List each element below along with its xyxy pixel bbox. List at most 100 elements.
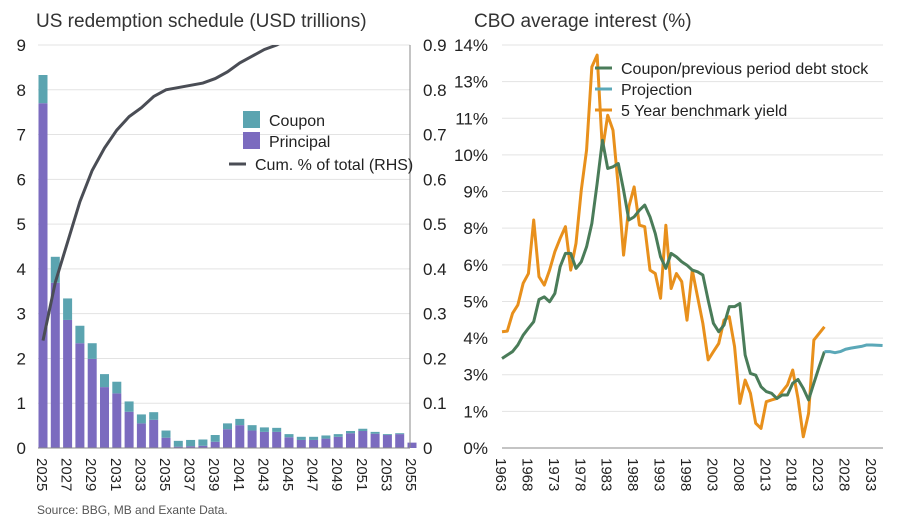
y2-tick-label: 0.5 [423,215,447,234]
y2-tick-label: 0 [423,439,432,458]
x-tick-label: 2053 [377,458,394,491]
x-tick-label: 2025 [33,458,50,491]
x-tick-label: 2008 [730,458,747,491]
x-tick-label: 2023 [809,458,826,491]
bar-coupon [63,298,73,320]
series-line-0 [501,138,826,402]
bar-coupon [198,439,208,446]
x-tick-label: 2037 [181,458,198,491]
bar-principal [370,433,380,448]
y-tick-label: 8 [17,81,26,100]
bar-principal [407,442,417,448]
x-tick-label: 2035 [156,458,173,491]
bar-principal [161,437,171,448]
y-tick-label: 7 [17,126,26,145]
x-tick-label: 2027 [58,458,75,491]
x-tick-label: 1968 [518,458,535,491]
bar-coupon [173,440,183,447]
bar-coupon [87,343,97,359]
bar-principal [247,430,257,448]
y-tick-label: 11% [455,109,488,128]
bar-principal [136,423,146,448]
bar-principal [272,431,282,448]
y2-tick-label: 0.8 [423,81,447,100]
bar-principal [50,282,60,448]
bar-coupon [112,381,122,394]
bar-principal [333,436,343,448]
bar-principal [358,430,368,448]
bar-principal [395,434,405,448]
bar-principal [382,435,392,448]
series-line-1 [824,343,883,355]
left-chart-title: US redemption schedule (USD trillions) [36,11,367,32]
bar-coupon [247,425,257,431]
bar-principal [235,425,245,448]
x-tick-label: 1978 [571,458,588,491]
bar-coupon [272,427,282,432]
x-tick-label: 2039 [205,458,222,491]
bar-principal [75,343,85,448]
bar-principal [309,439,319,448]
x-tick-label: 2033 [862,458,879,491]
bar-principal [223,429,232,448]
y-tick-label: 1 [17,394,26,413]
x-tick-label: 2051 [353,458,370,491]
y-tick-label: 9% [463,183,488,202]
bar-coupon [259,427,269,432]
x-tick-label: 1973 [545,458,562,491]
y-tick-label: 1% [463,402,488,421]
legend-label-1: Projection [621,82,692,99]
bar-coupon [50,256,60,283]
bar-principal [112,393,122,448]
x-tick-label: 2033 [131,458,148,491]
bar-coupon [346,430,355,434]
y-tick-label: 13% [454,73,488,92]
legend-label-cum: Cum. % of total (RHS) [255,157,413,174]
bar-coupon [370,431,380,434]
x-tick-label: 2028 [836,458,853,491]
bar-principal [296,439,306,448]
bar-principal [124,411,134,448]
bar-coupon [124,401,134,412]
x-tick-label: 2055 [402,458,419,491]
x-tick-label: 2047 [304,458,321,491]
x-tick-label: 1988 [624,458,641,491]
y2-tick-label: 0.2 [423,349,447,368]
x-tick-label: 1983 [598,458,615,491]
y-tick-label: 10% [454,146,488,165]
bar-coupon [296,436,306,440]
source-note: Source: BBG, MB and Exante Data. [37,503,228,517]
bar-principal [186,446,196,448]
y-tick-label: 3 [17,305,26,324]
cum-line [41,45,280,341]
x-tick-label: 2003 [703,458,720,491]
bar-principal [346,433,355,448]
redemption-chart: 0 1 2 3 4 5 6 7 8 9 0 0.1 0.2 0.3 0.4 0.5 0.6 0.7 0.8 0.9 20… [17,36,447,491]
bar-coupon [38,75,48,104]
bar-principal [321,438,331,448]
bar-principal [284,437,294,448]
x-tick-label: 2041 [230,458,247,491]
y2-tick-label: 0.9 [423,36,447,55]
bar-coupon [321,435,331,439]
y2-tick-label: 0.4 [423,260,447,279]
y2-tick-label: 0.3 [423,305,447,324]
y-tick-label: 4 [17,260,26,279]
y2-tick-label: 0.1 [423,394,447,413]
legend-label-principal: Principal [269,134,330,151]
bar-coupon [161,430,171,438]
x-tick-label: 2031 [107,458,124,491]
bar-coupon [309,436,319,440]
bar-principal [259,431,269,448]
y2-tick-label: 0.7 [423,126,447,145]
x-tick-label: 1998 [677,458,694,491]
x-tick-label: 2029 [82,458,99,491]
bar-coupon [75,325,85,344]
x-tick-label: 1993 [651,458,668,491]
y-tick-label: 3% [463,366,488,385]
y2-tick-label: 0.6 [423,170,447,189]
bar-coupon [186,439,196,447]
y-tick-label: 9 [17,36,26,55]
bar-principal [63,319,73,448]
y-tick-label: 5 [17,215,26,234]
